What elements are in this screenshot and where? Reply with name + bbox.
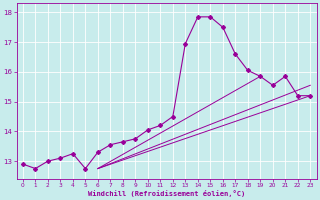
X-axis label: Windchill (Refroidissement éolien,°C): Windchill (Refroidissement éolien,°C) xyxy=(88,190,245,197)
